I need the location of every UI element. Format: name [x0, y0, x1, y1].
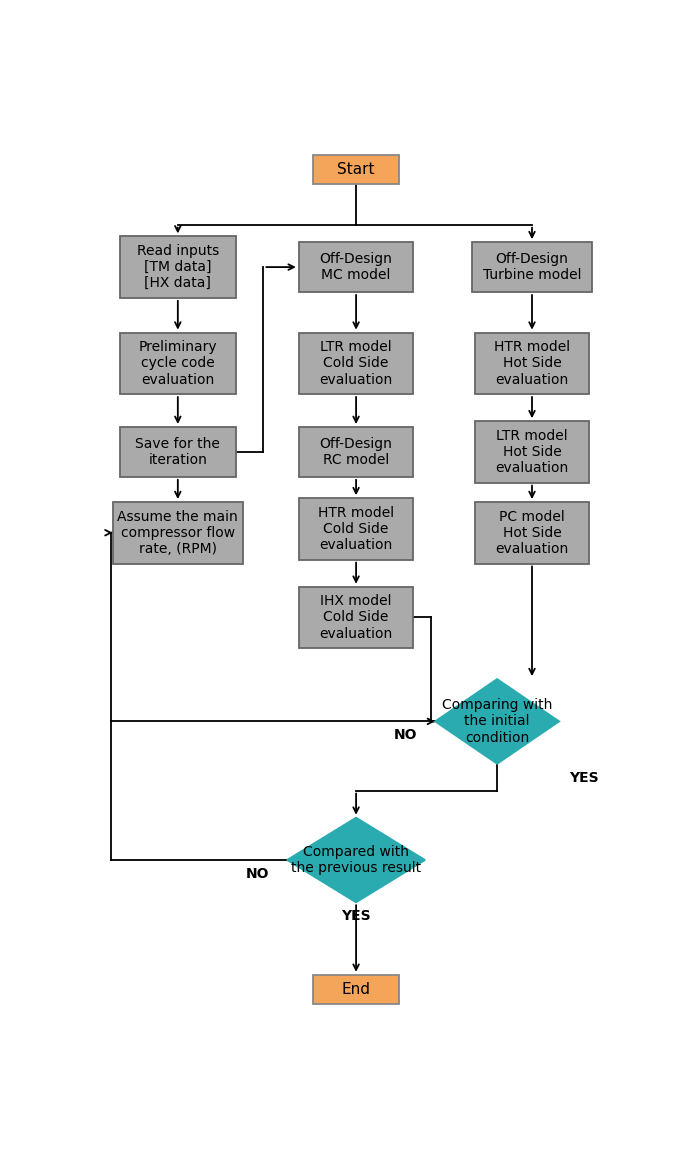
FancyBboxPatch shape	[314, 974, 399, 1004]
Text: Start: Start	[337, 162, 375, 176]
Text: Off-Design
MC model: Off-Design MC model	[320, 252, 392, 282]
Text: End: End	[341, 981, 370, 997]
Polygon shape	[435, 679, 559, 763]
FancyBboxPatch shape	[120, 427, 236, 477]
FancyBboxPatch shape	[299, 587, 413, 648]
Text: Off-Design
Turbine model: Off-Design Turbine model	[483, 252, 581, 282]
FancyBboxPatch shape	[120, 333, 236, 394]
FancyBboxPatch shape	[299, 427, 413, 477]
Text: LTR model
Cold Side
evaluation: LTR model Cold Side evaluation	[319, 340, 392, 386]
Polygon shape	[287, 818, 425, 902]
FancyBboxPatch shape	[475, 333, 589, 394]
Text: Off-Design
RC model: Off-Design RC model	[320, 436, 392, 467]
Text: NO: NO	[394, 728, 417, 742]
Text: Compared with
the previous result: Compared with the previous result	[291, 845, 421, 875]
FancyBboxPatch shape	[475, 502, 589, 564]
FancyBboxPatch shape	[113, 502, 243, 564]
Text: IHX model
Cold Side
evaluation: IHX model Cold Side evaluation	[319, 594, 392, 641]
FancyBboxPatch shape	[120, 236, 236, 298]
Text: Assume the main
compressor flow
rate, (RPM): Assume the main compressor flow rate, (R…	[117, 510, 238, 555]
FancyBboxPatch shape	[475, 421, 589, 483]
Text: PC model
Hot Side
evaluation: PC model Hot Side evaluation	[495, 510, 569, 555]
Text: Save for the
iteration: Save for the iteration	[135, 436, 220, 467]
Text: Read inputs
[TM data]
[HX data]: Read inputs [TM data] [HX data]	[137, 244, 219, 291]
Text: HTR model
Hot Side
evaluation: HTR model Hot Side evaluation	[494, 340, 570, 386]
Text: NO: NO	[246, 867, 269, 881]
Text: LTR model
Hot Side
evaluation: LTR model Hot Side evaluation	[495, 428, 569, 475]
Text: Preliminary
cycle code
evaluation: Preliminary cycle code evaluation	[138, 340, 217, 386]
FancyBboxPatch shape	[299, 242, 413, 292]
Text: Comparing with
the initial
condition: Comparing with the initial condition	[442, 698, 552, 745]
Text: HTR model
Cold Side
evaluation: HTR model Cold Side evaluation	[318, 505, 394, 552]
FancyBboxPatch shape	[314, 155, 399, 184]
Text: YES: YES	[569, 770, 598, 784]
FancyBboxPatch shape	[299, 333, 413, 394]
FancyBboxPatch shape	[299, 498, 413, 560]
Text: YES: YES	[341, 909, 371, 923]
FancyBboxPatch shape	[472, 242, 592, 292]
